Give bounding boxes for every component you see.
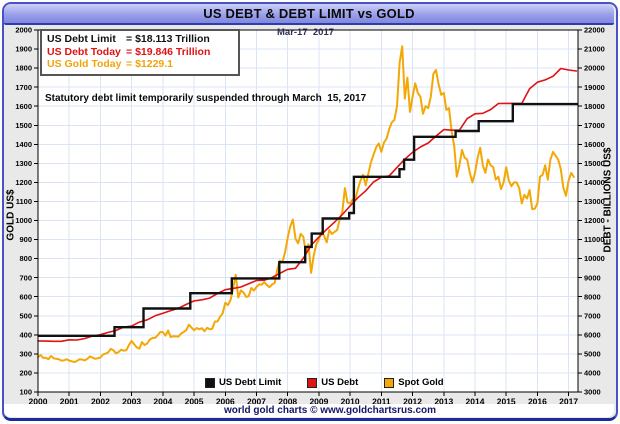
left-axis-title: GOLD US$ — [5, 189, 17, 241]
footer-credit: world gold charts © www.goldchartsrus.co… — [223, 405, 437, 416]
title-bar: US DEBT & DEBT LIMIT vs GOLD — [4, 4, 614, 25]
legend-label: US Debt — [321, 377, 359, 388]
legend-item: Spot Gold — [384, 377, 444, 388]
legend-swatch-icon — [307, 377, 318, 388]
date-label: Mar-17 2017 — [277, 27, 335, 38]
legend-swatch-icon — [205, 377, 215, 388]
legend-swatch-icon — [384, 377, 395, 388]
readout-box: US Debt Limit = $18.113 Trillion US Debt … — [40, 29, 240, 76]
debt-limit-readout: US Debt Limit = $18.113 Trillion — [47, 33, 210, 45]
legend-item: US Debt Limit — [205, 377, 281, 388]
right-axis-title: DEBT - BILLIONS US$ — [602, 147, 614, 253]
chart-title: US DEBT & DEBT LIMIT vs GOLD — [203, 6, 415, 21]
gold-today-readout: US Gold Today = $1229.1 — [47, 58, 174, 70]
debt-today-readout: US Debt Today = $19.846 Trillion — [47, 45, 211, 58]
legend-label: US Debt Limit — [219, 377, 282, 388]
footer-strip — [4, 404, 614, 417]
legend-label: Spot Gold — [398, 377, 444, 388]
legend-item: US Debt — [307, 377, 358, 388]
suspension-annotation: Statutory debt limit temporarily suspend… — [45, 93, 367, 104]
plot-legend: US Debt Limit US Debt Spot Gold — [205, 377, 444, 388]
